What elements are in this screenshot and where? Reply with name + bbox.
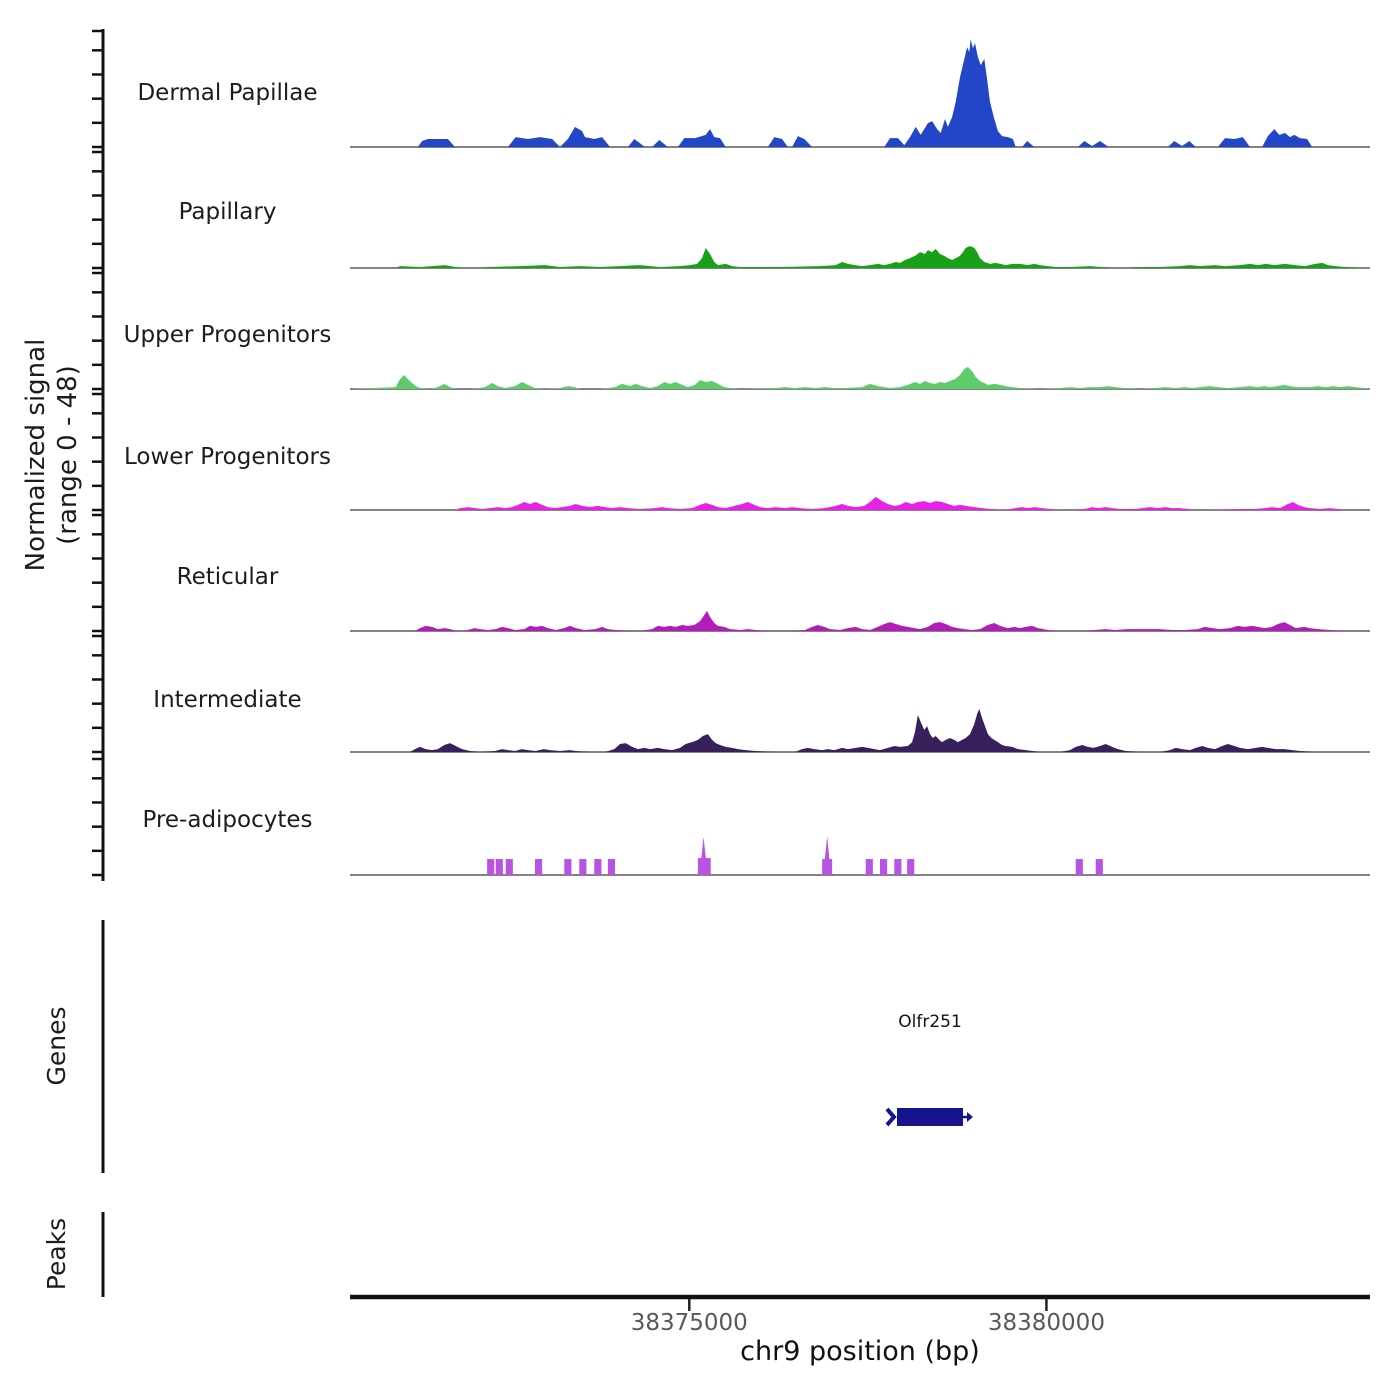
genes-section-label: Genes: [42, 1006, 71, 1086]
x-axis-title: chr9 position (bp): [740, 1336, 980, 1367]
track-label-lower-progenitors: Lower Progenitors: [124, 444, 331, 470]
track-label-pre-adipocytes: Pre-adipocytes: [142, 807, 313, 833]
x-axis-tick-label-right: 38380000: [987, 1310, 1105, 1336]
track-label-intermediate: Intermediate: [153, 687, 302, 713]
track-label-upper-progenitors: Upper Progenitors: [123, 322, 332, 348]
track-label-dermal-papillae: Dermal Papillae: [137, 80, 318, 106]
peaks-section-label: Peaks: [42, 1217, 71, 1291]
track-label-papillary: Papillary: [178, 199, 277, 225]
gene-name-label: Olfr251: [898, 1012, 962, 1032]
track-label-reticular: Reticular: [176, 564, 279, 590]
x-axis-tick-label-left: 38375000: [630, 1310, 748, 1336]
